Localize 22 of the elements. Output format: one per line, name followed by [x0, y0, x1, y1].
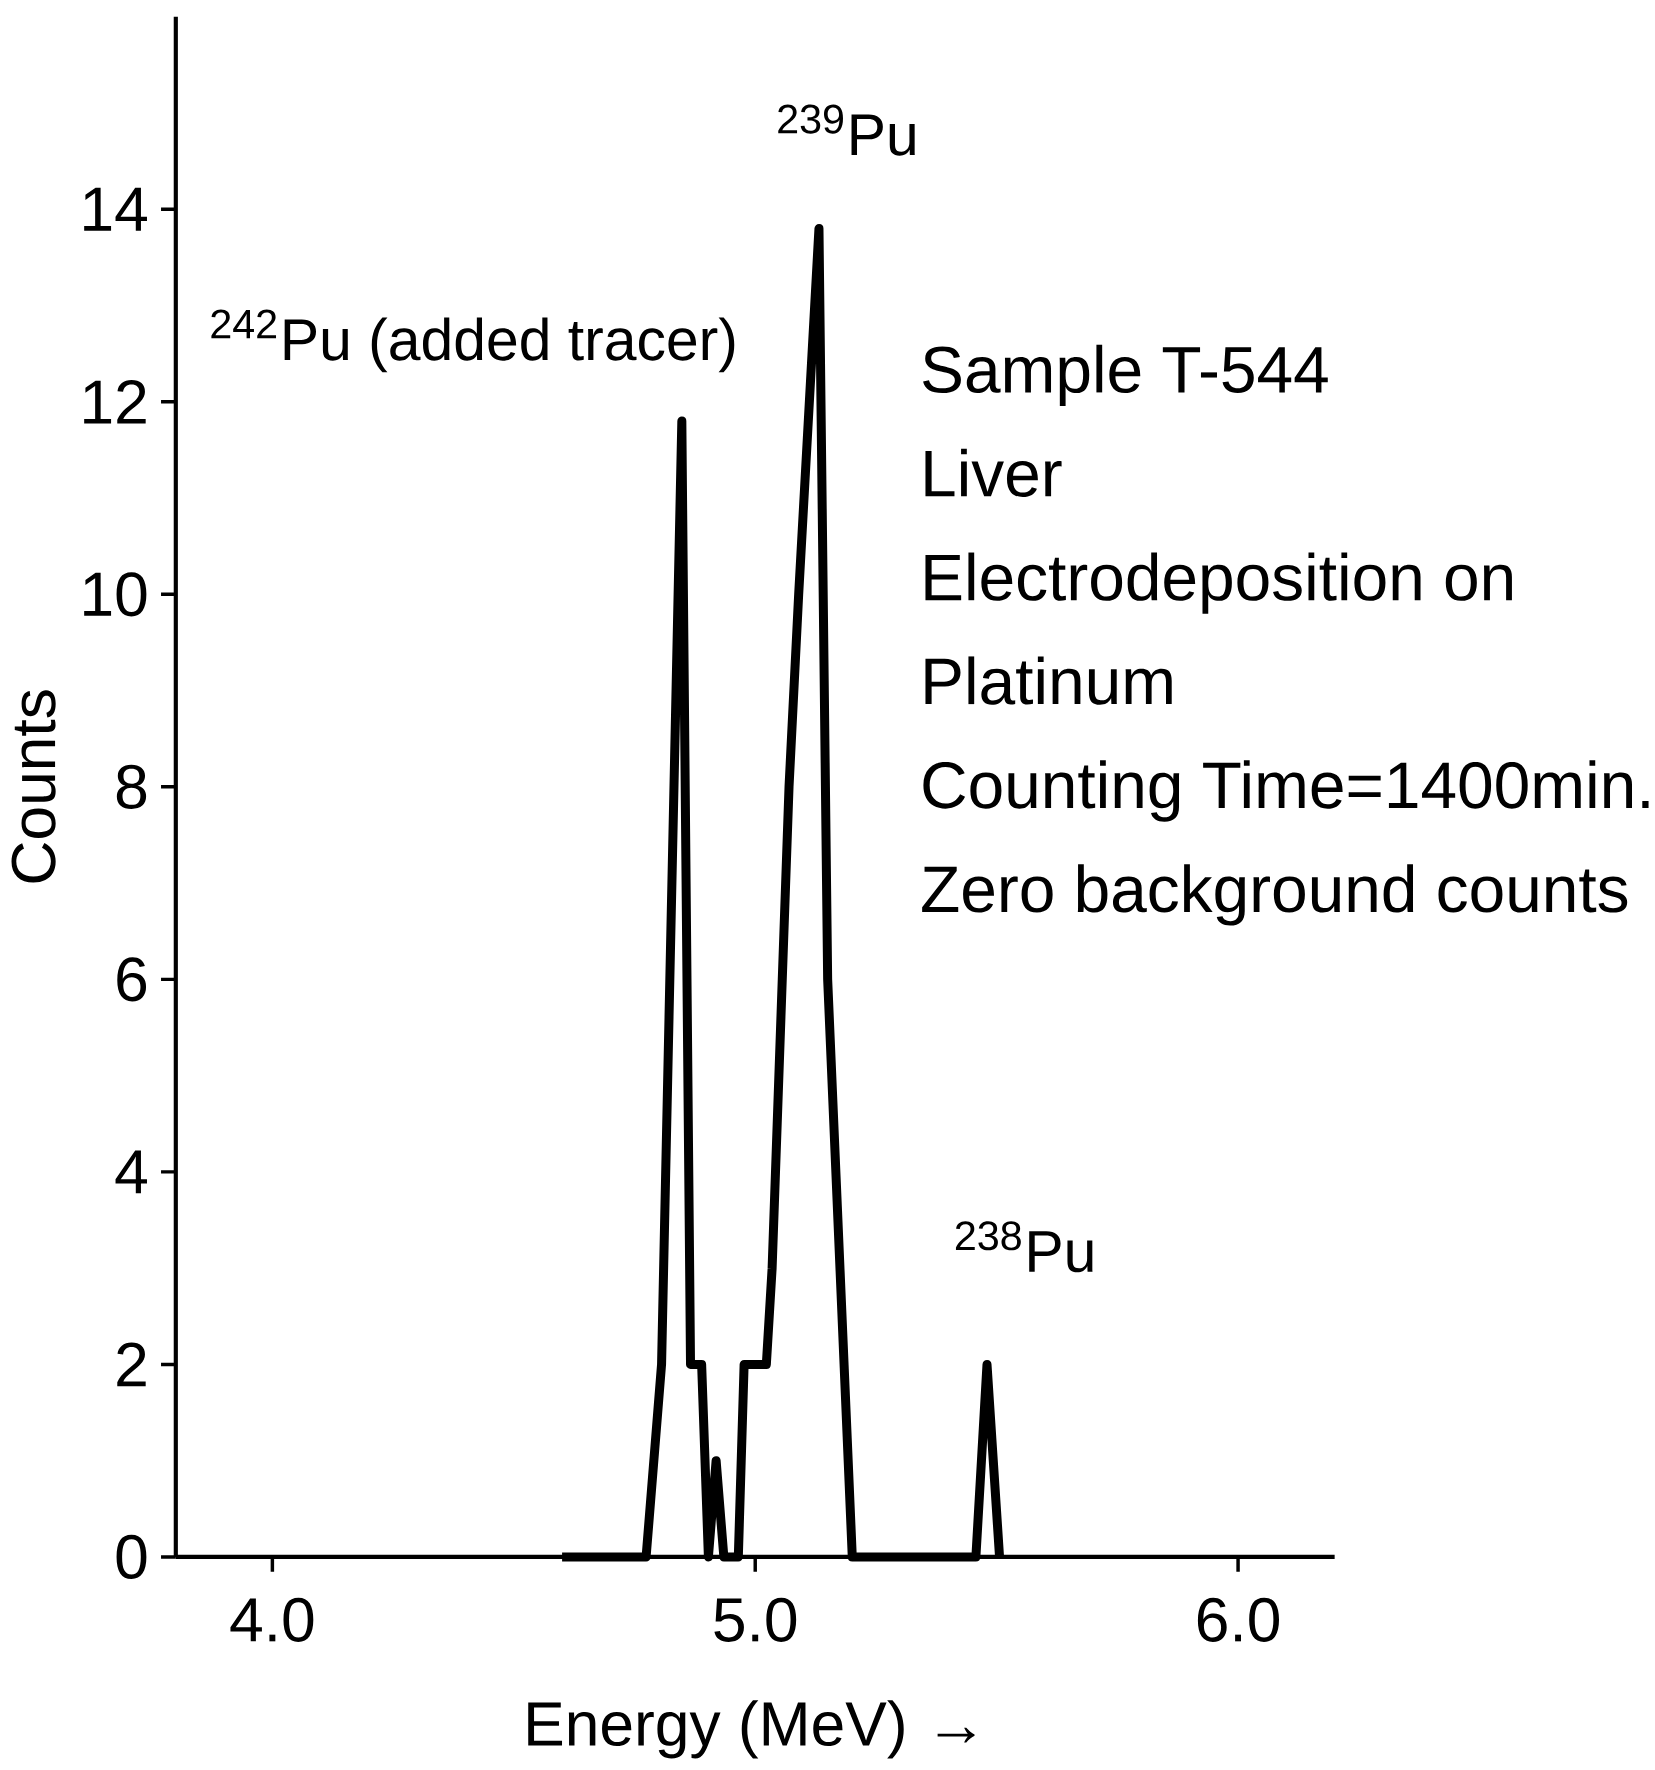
y-tick-label: 4	[115, 1150, 148, 1194]
y-tick-label: 8	[117, 764, 147, 809]
annotation: Sample T-544	[923, 344, 1328, 407]
annotation: Zero background counts	[922, 864, 1628, 926]
x-tick-label: 5.0	[714, 1597, 797, 1642]
y-tick-label: 12	[84, 380, 146, 424]
y-tick-label: 0	[116, 1534, 147, 1579]
annotation: $^{239}$Pu	[778, 104, 915, 156]
y-tick-label: 2	[117, 1342, 146, 1387]
annotation: Electrodeposition on	[925, 552, 1513, 614]
annotation: Liver	[925, 448, 1062, 497]
annotation: Platinum	[925, 656, 1172, 705]
x-axis-title: Energy (MeV) →	[528, 1700, 975, 1759]
y-axis-title: Counts	[11, 690, 56, 883]
y-tick-label: 14	[84, 187, 148, 231]
y-tick-label: 10	[84, 572, 147, 617]
y-tick-label: 6	[117, 957, 147, 1002]
annotation: $^{242}$Pu (added tracer)	[211, 309, 735, 373]
annotation: Counting Time=1400min.	[923, 760, 1649, 822]
x-tick-label: 4.0	[230, 1597, 314, 1642]
annotation: $^{238}$Pu	[956, 1221, 1093, 1273]
x-tick-label: 6.0	[1198, 1597, 1280, 1642]
